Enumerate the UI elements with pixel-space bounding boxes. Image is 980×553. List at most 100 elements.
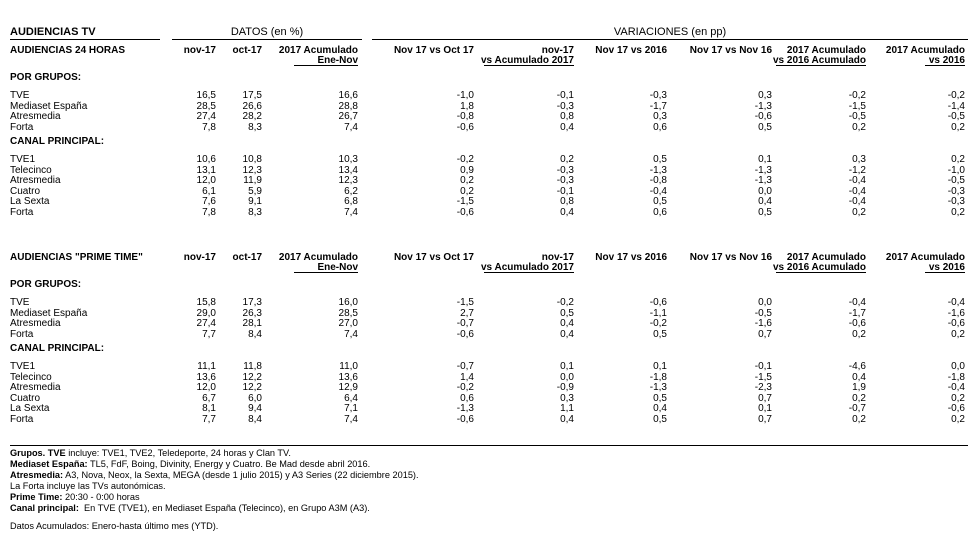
column-header-underline — [925, 65, 965, 66]
table-cell: -0,1 — [754, 361, 772, 372]
table-cell: 8,3 — [248, 121, 262, 133]
table-cell: 8,4 — [248, 413, 262, 425]
table-cell: 0,2 — [852, 206, 866, 218]
table-cell: -0,3 — [649, 90, 667, 101]
table-cell: 17,5 — [242, 90, 262, 101]
table-cell: 0,3 — [560, 392, 574, 404]
group-label: POR GRUPOS: — [10, 72, 82, 83]
table-cell: -0,7 — [848, 403, 866, 414]
table-cell: -0,6 — [848, 318, 866, 329]
table-cell: 0,2 — [951, 121, 965, 133]
column-header-underline — [925, 272, 965, 273]
section-header-label: AUDIENCIAS 24 HORAS — [10, 45, 126, 56]
table-cell: 7,4 — [344, 121, 358, 133]
column-header-underline — [294, 65, 358, 66]
table-cell: -0,4 — [848, 185, 866, 197]
table-cell: -0,2 — [456, 154, 474, 165]
table-cell: -4,6 — [848, 361, 866, 372]
row-label: Mediaset España — [10, 307, 88, 319]
table-cell: -0,4 — [848, 196, 866, 207]
table-cell: 7,8 — [202, 121, 216, 133]
table-cell: -1,6 — [754, 318, 772, 329]
table-cell: 6,4 — [344, 392, 358, 404]
table-cell: 12,3 — [242, 164, 262, 176]
table-cell: -1,3 — [649, 164, 667, 176]
table-cell: -0,7 — [456, 361, 474, 372]
table-cell: 5,9 — [248, 185, 262, 197]
table-cell: 2,7 — [460, 307, 474, 319]
group-label: CANAL PRINCIPAL: — [10, 343, 105, 354]
table-cell: 12,0 — [196, 175, 216, 186]
column-header: vs 2016 — [928, 262, 965, 273]
table-cell: 16,0 — [338, 297, 358, 308]
table-cell: -2,3 — [754, 382, 772, 393]
table-cell: -0,3 — [947, 196, 965, 207]
table-cell: -0,6 — [456, 121, 474, 133]
table-cell: 6,2 — [344, 185, 358, 197]
row-label: TVE — [10, 90, 30, 101]
table-cell: 28,2 — [242, 111, 262, 122]
table-cell: -0,4 — [947, 382, 965, 393]
column-header: vs Acumulado 2017 — [480, 262, 574, 273]
table-cell: 7,8 — [202, 206, 216, 218]
table-cell: 7,4 — [344, 328, 358, 340]
table-cell: 6,1 — [202, 185, 216, 197]
table-cell: 0,2 — [951, 392, 965, 404]
column-header: 2017 Acumulado — [885, 252, 965, 263]
column-header: vs 2016 Acumulado — [772, 55, 866, 66]
row-label: Cuatro — [10, 392, 41, 404]
table-cell: 12,9 — [338, 382, 358, 393]
table-cell: 16,5 — [196, 90, 216, 101]
column-header-underline — [776, 65, 866, 66]
table-cell: -0,6 — [456, 328, 474, 340]
table-cell: 12,0 — [196, 382, 216, 393]
column-header: Nov 17 vs Nov 16 — [689, 45, 772, 56]
table-cell: 0,4 — [560, 206, 574, 218]
variaciones-underline — [372, 39, 968, 40]
column-header: nov-17 — [183, 45, 216, 56]
column-header: 2017 Acumulado — [278, 45, 358, 56]
footnote-line: Datos Acumulados: Enero-hasta último mes… — [10, 521, 218, 532]
column-header: 2017 Acumulado — [278, 252, 358, 263]
table-cell: -1,8 — [947, 371, 965, 383]
table-cell: 26,6 — [242, 100, 262, 112]
table-cell: -1,1 — [649, 307, 667, 319]
table-cell: 0,5 — [653, 154, 667, 165]
table-cell: 26,3 — [242, 307, 262, 319]
table-cell: -0,4 — [947, 297, 965, 308]
footnote-text: Datos Acumulados: Enero-hasta último mes… — [10, 521, 219, 531]
footnote-bold-label: Grupos. TVE — [10, 448, 66, 458]
footnote-line: Grupos. TVE incluye: TVE1, TVE2, Teledep… — [10, 448, 291, 459]
column-header: vs 2016 Acumulado — [772, 262, 866, 273]
table-cell: 0,5 — [653, 196, 667, 207]
table-cell: -0,6 — [947, 318, 965, 329]
table-cell: -1,3 — [649, 382, 667, 393]
table-cell: 0,8 — [560, 111, 574, 122]
table-cell: 8,1 — [202, 403, 216, 414]
table-cell: 0,6 — [653, 121, 667, 133]
table-cell: -0,1 — [556, 185, 574, 197]
table-cell: -0,2 — [848, 90, 866, 101]
table-cell: 0,4 — [560, 121, 574, 133]
table-cell: -1,3 — [754, 100, 772, 112]
footnote-text: La Forta incluye las TVs autonómicas. — [10, 481, 166, 491]
table-cell: 11,1 — [197, 361, 216, 372]
datos-header: DATOS (en %) — [230, 26, 304, 38]
table-cell: 0,1 — [758, 403, 772, 414]
table-cell: 29,0 — [196, 307, 216, 319]
table-cell: 11,9 — [243, 175, 262, 186]
table-cell: 0,2 — [951, 413, 965, 425]
row-label: Atresmedia — [10, 111, 61, 122]
table-cell: -0,3 — [556, 164, 574, 176]
footnote-bold-label: Atresmedia: — [10, 470, 64, 480]
row-label: Atresmedia — [10, 382, 61, 393]
table-cell: -0,5 — [947, 175, 965, 186]
table-cell: 10,3 — [338, 154, 358, 165]
table-cell: -1,6 — [947, 307, 965, 319]
table-cell: 0,4 — [852, 371, 866, 383]
table-cell: 0,2 — [951, 328, 965, 340]
footnote-line: Atresmedia: A3, Nova, Neox, la Sexta, ME… — [10, 470, 419, 481]
table-cell: 10,6 — [196, 154, 216, 165]
table-cell: -0,2 — [556, 297, 574, 308]
